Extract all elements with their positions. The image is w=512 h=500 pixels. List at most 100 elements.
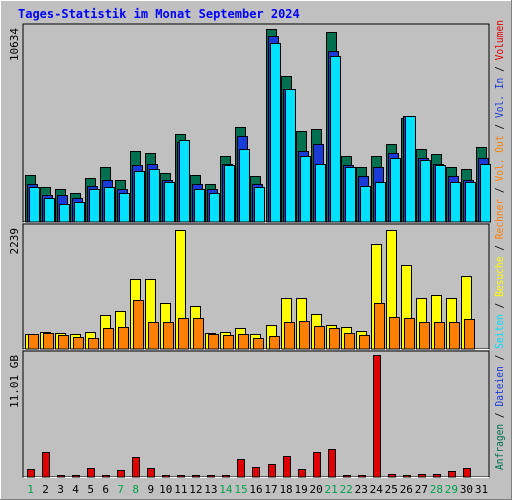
bar-volumen-day-4 [72, 475, 80, 478]
legend-segment-1: / [493, 407, 506, 424]
bar-rechner-day-29 [449, 322, 460, 350]
legend-segment-14: Volumen [493, 20, 506, 60]
legend-segment-10: Vol. Out [493, 135, 506, 181]
bar-rechner-day-7 [118, 327, 129, 350]
legend-segment-3: / [493, 349, 506, 366]
bar-rechner-day-15 [238, 334, 249, 350]
bar-seiten-day-28 [435, 165, 446, 223]
day-label-5: 5 [87, 483, 94, 496]
panel-bottom-max-label: 11.01 GB [8, 355, 21, 408]
bar-seiten-day-2 [44, 198, 55, 223]
bar-volumen-day-30 [463, 468, 471, 478]
legend-segment-7: / [493, 239, 506, 256]
bar-seiten-day-25 [390, 158, 401, 223]
bar-volumen-day-1 [27, 469, 35, 478]
bar-volumen-day-3 [57, 475, 65, 478]
bar-rechner-day-21 [329, 328, 340, 350]
bar-rechner-day-4 [73, 337, 84, 350]
panel-top-max-label: 10634 [8, 28, 21, 61]
bar-volumen-day-24 [373, 355, 381, 478]
bar-volumen-day-29 [448, 471, 456, 478]
bar-volumen-day-13 [207, 475, 215, 478]
bar-seiten-day-5 [89, 189, 100, 223]
bar-volumen-day-27 [418, 474, 426, 478]
bar-volumen-day-6 [102, 475, 110, 478]
bar-seiten-day-12 [194, 189, 205, 223]
bar-rechner-day-11 [178, 318, 189, 350]
day-label-1: 1 [27, 483, 34, 496]
chart-panels [22, 23, 491, 478]
legend-segment-0: Anfragen [493, 424, 506, 470]
bar-volumen-day-11 [177, 475, 185, 478]
bar-volumen-day-5 [87, 468, 95, 478]
day-label-2: 2 [42, 483, 49, 496]
bar-volumen-day-19 [298, 469, 306, 478]
panel-middle [22, 223, 490, 350]
bar-rechner-day-17 [269, 336, 280, 350]
day-label-25: 25 [385, 483, 398, 496]
bar-seiten-day-30 [465, 182, 476, 223]
day-label-23: 23 [355, 483, 368, 496]
legend-segment-9: / [493, 182, 506, 199]
day-label-7: 7 [117, 483, 124, 496]
bar-volumen-day-26 [403, 475, 411, 478]
bar-seiten-day-29 [450, 182, 461, 223]
bar-volumen-day-28 [433, 474, 441, 478]
legend-segment-12: Vol. In [493, 78, 506, 118]
legend-segment-4: Seiten [493, 314, 506, 349]
day-label-28: 28 [430, 483, 443, 496]
bar-volumen-day-21 [328, 449, 336, 478]
bar-seiten-day-10 [164, 182, 175, 223]
bar-seiten-day-20 [315, 164, 326, 223]
bar-volumen-day-22 [343, 475, 351, 478]
bar-seiten-day-19 [300, 156, 311, 223]
bar-rechner-day-18 [284, 322, 295, 350]
chart-title: Tages-Statistik im Monat September 2024 [18, 7, 300, 21]
bar-volumen-day-18 [283, 456, 291, 478]
bar-seiten-day-23 [360, 186, 371, 223]
panel-middle-max-label: 2239 [8, 228, 21, 255]
bar-rechner-day-27 [419, 322, 430, 350]
day-label-22: 22 [340, 483, 353, 496]
bar-rechner-day-16 [253, 338, 264, 350]
bar-seiten-day-14 [224, 165, 235, 223]
panel-frame [22, 350, 490, 478]
day-label-8: 8 [132, 483, 139, 496]
day-label-6: 6 [102, 483, 109, 496]
bar-volumen-day-10 [162, 475, 170, 478]
day-label-31: 31 [475, 483, 488, 496]
bar-rechner-day-26 [404, 318, 415, 350]
bar-seiten-day-7 [119, 193, 130, 223]
bar-seiten-day-3 [59, 204, 70, 223]
bar-seiten-day-16 [254, 187, 265, 223]
day-label-29: 29 [445, 483, 458, 496]
panel-max-labels: 10634 2239 11.01 GB [8, 28, 21, 408]
day-label-24: 24 [370, 483, 384, 496]
day-label-17: 17 [264, 483, 277, 496]
legend-segment-13: / [493, 60, 506, 77]
bar-seiten-day-13 [209, 193, 220, 223]
bar-volumen-day-17 [268, 464, 276, 478]
bar-seiten-day-15 [239, 149, 250, 223]
day-label-30: 30 [460, 483, 473, 496]
bar-seiten-day-6 [104, 187, 115, 223]
day-label-10: 10 [159, 483, 172, 496]
day-label-16: 16 [249, 483, 262, 496]
bar-rechner-day-30 [464, 319, 475, 350]
bar-rechner-day-12 [193, 318, 204, 350]
legend-segment-11: / [493, 118, 506, 135]
bar-rechner-day-24 [374, 303, 385, 350]
bar-seiten-day-21 [330, 56, 341, 223]
legend-segment-2: Dateien [493, 366, 506, 406]
bar-seiten-day-26 [405, 116, 416, 223]
bar-rechner-day-19 [299, 321, 310, 350]
bar-seiten-day-9 [149, 169, 160, 223]
day-label-20: 20 [310, 483, 323, 496]
x-axis-day-labels: 1 2 3 4 5 6 7 8 9 10 11 12 13 14 15 16 17 18 19 20 21 22 23 24 2… [27, 483, 488, 496]
legend-segment-8: Rechner [493, 199, 506, 240]
bar-rechner-day-8 [133, 300, 144, 350]
panel-bottom [22, 350, 490, 478]
day-label-19: 19 [294, 483, 307, 496]
bar-volumen-day-23 [358, 475, 366, 478]
bar-volumen-day-16 [252, 467, 260, 478]
